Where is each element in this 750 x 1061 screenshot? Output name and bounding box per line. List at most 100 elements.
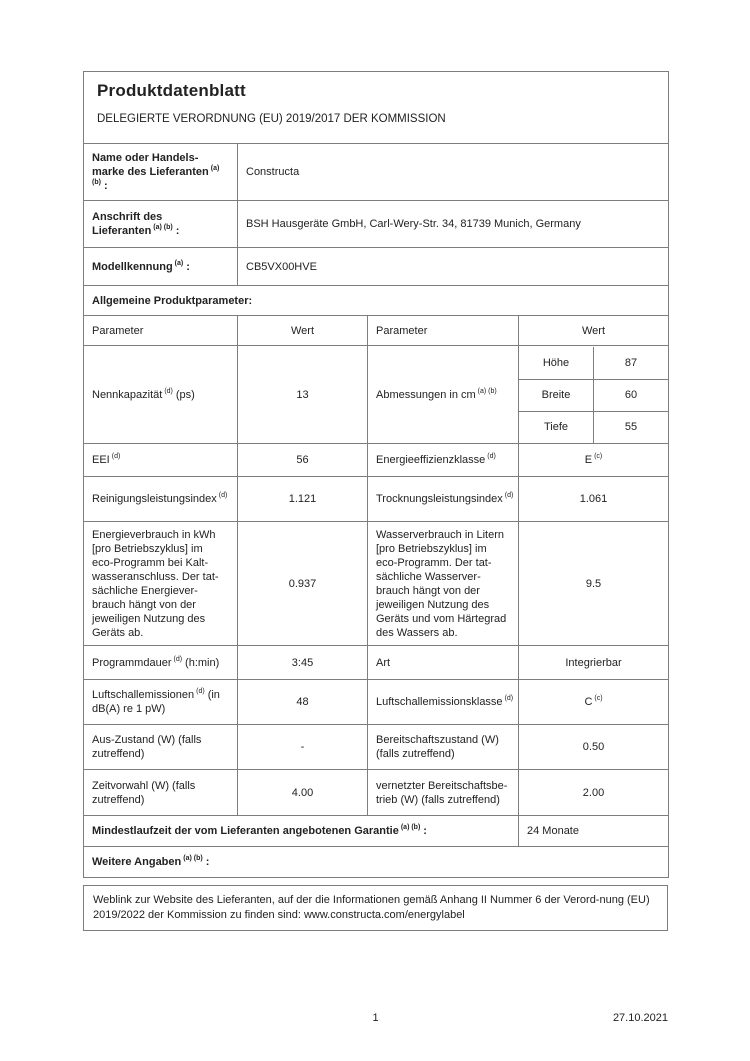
dimension-name: Breite [541, 389, 571, 401]
value-text: C [584, 696, 593, 708]
cleaning-index-value: 1.121 [237, 476, 368, 522]
header-parameter-1: Parameter [83, 315, 238, 346]
section-header-row: Allgemeine Produktparameter: [82, 285, 670, 316]
footnote-sup: (d) [504, 492, 514, 500]
delay-start-value: 4.00 [237, 769, 368, 816]
label-text: Modellkennung [92, 260, 173, 273]
dimension-value: 60 [593, 379, 668, 411]
supplier-name-value: Constructa [236, 143, 670, 201]
cleaning-index-label: Reinigungsleistungsindex (d) [83, 476, 238, 522]
footnote-sup: (d) [164, 387, 173, 395]
product-datasheet: Produktdatenblatt DELEGIERTE VERORDNUNG … [82, 71, 670, 931]
dimensions-subtable: Höhe 87 Breite 60 Tiefe 55 [519, 346, 669, 443]
label-colon: : [186, 260, 190, 273]
cleaning-drying-row: Reinigungsleistungsindex (d) 1.121 Trockn… [83, 476, 670, 522]
dimension-row-breite: Breite 60 [519, 378, 669, 411]
supplier-address-value: BSH Hausgeräte GmbH, Carl-Wery-Str. 34, … [236, 200, 670, 248]
page-number: 1 [372, 1012, 379, 1024]
off-mode-value: - [237, 724, 368, 770]
dimensions-label: Abmessungen in cm (a) (b) [367, 345, 519, 444]
footnote-sup: (c) [594, 695, 603, 703]
capacity-label: Nennkapazität (d) (ps) [83, 345, 238, 444]
drying-index-label: Trocknungsleistungsindex (d) [367, 476, 519, 522]
title-cell: Produktdatenblatt DELEGIERTE VERORDNUNG … [82, 71, 670, 144]
off-mode-label: Aus-Zustand (W) (falls zutreffend) [83, 724, 238, 770]
standby-label: Bereitschaftszustand (W) (falls zutreffe… [367, 724, 519, 770]
dimensions-values-cell: Höhe 87 Breite 60 Tiefe 55 [517, 345, 670, 444]
label-text: Programmdauer [92, 656, 172, 669]
dimension-value: 55 [593, 411, 668, 443]
noise-label: Luftschallemissionen (d) (in dB(A) re 1 pW… [83, 679, 238, 725]
duration-value: 3:45 [237, 645, 368, 680]
noise-value: 48 [237, 679, 368, 725]
water-consumption-label: Wasserverbrauch in Litern [pro Betriebsz… [367, 521, 519, 646]
consumption-row: Energieverbrauch in kWh [pro Betriebszyk… [83, 521, 670, 646]
footer-date: 27.10.2021 [612, 1012, 668, 1024]
footnote-sup: (d) [218, 492, 228, 500]
label-text: Trocknungsleistungsindex [376, 493, 503, 505]
label-suffix: (in dB(A) re 1 pW) [92, 689, 220, 715]
footnote-sup: (c) [594, 453, 603, 461]
dimension-row-hoehe: Höhe 87 [519, 346, 668, 379]
noise-class-label: Luftschallemissionsklasse (d) [367, 679, 519, 725]
dimension-name: Höhe [542, 356, 570, 369]
energy-class-label: Energieeffizienzklasse (d) [367, 443, 519, 477]
label-colon: : [175, 225, 180, 237]
warranty-value: 24 Monate [517, 815, 670, 847]
footnote-sup: (d) [487, 453, 496, 461]
label-text: Luftschallemissionen [92, 689, 195, 701]
header-wert-1: Wert [237, 315, 368, 346]
regulation-subtitle: DELEGIERTE VERORDNUNG (EU) 2019/2017 DER… [97, 113, 446, 125]
eei-value: 56 [237, 443, 368, 477]
model-label: Modellkennung (a): [83, 247, 238, 286]
water-consumption-value: 9.5 [517, 521, 670, 646]
energy-consumption-label: Energieverbrauch in kWh [pro Betriebszyk… [83, 521, 238, 646]
label-text: Weitere Angaben [92, 856, 182, 868]
label-suffix: (h:min) [185, 656, 220, 669]
duration-type-row: Programmdauer (d) (h:min) 3:45 Art Integri… [83, 645, 670, 680]
label-text: Reinigungsleistungsindex [92, 493, 217, 505]
energy-consumption-value: 0.937 [237, 521, 368, 646]
off-standby-row: Aus-Zustand (W) (falls zutreffend) - Ber… [83, 724, 670, 770]
label-colon: : [103, 180, 108, 192]
duration-label: Programmdauer (d) (h:min) [83, 645, 238, 680]
noise-row: Luftschallemissionen (d) (in dB(A) re 1 pW… [83, 679, 670, 725]
eei-label: EEI (d) [83, 443, 238, 477]
label-text: Abmessungen in cm [376, 388, 476, 401]
dimension-value: 87 [593, 346, 668, 379]
footnote-sup: (d) [196, 688, 205, 696]
networked-standby-label: vernetzter Bereitschaftsbe-trieb (W) (fa… [367, 769, 519, 816]
label-colon: : [205, 856, 210, 868]
datasheet-table: Produktdatenblatt DELEGIERTE VERORDNUNG … [82, 71, 670, 878]
column-header-row: Parameter Wert Parameter Wert [83, 315, 670, 346]
footnote-sup: (d) [173, 655, 183, 663]
section-title: Allgemeine Produktparameter: [82, 285, 670, 316]
label-colon: : [423, 825, 427, 837]
supplier-name-row: Name oder Handels- marke des Lieferanten… [83, 143, 670, 201]
footnote-sup: (a) (b) [400, 824, 421, 832]
warranty-label: Mindestlaufzeit der vom Lieferanten ange… [83, 815, 519, 847]
footnote-sup: (d) [111, 453, 121, 461]
weblink-note: Weblink zur Website des Lieferanten, auf… [83, 885, 668, 931]
capacity-value: 13 [237, 345, 368, 444]
delay-networked-row: Zeitvorwahl (W) (falls zutreffend) 4.00 … [83, 769, 670, 816]
type-label: Art [367, 645, 519, 680]
delay-start-label: Zeitvorwahl (W) (falls zutreffend) [83, 769, 238, 816]
supplier-address-label: Anschrift des Lieferanten (a) (b): [83, 200, 238, 248]
dimension-name: Tiefe [543, 421, 569, 433]
label-text: Name oder Handels- marke des Lieferanten [92, 152, 209, 178]
label-text: Anschrift des Lieferanten [92, 211, 163, 237]
supplier-address-row: Anschrift des Lieferanten (a) (b): BSH Ha… [83, 200, 670, 248]
footnote-sup: (d) [504, 695, 514, 703]
header-parameter-2: Parameter [367, 315, 519, 346]
capacity-dimensions-row: Nennkapazität (d) (ps) 13 Abmessungen in c… [83, 345, 670, 444]
further-info-row: Weitere Angaben (a) (b): [82, 846, 670, 878]
footnote-sup: (a) (b) [183, 855, 203, 863]
noise-class-value: C (c) [517, 679, 670, 725]
model-value: CB5VX00HVE [236, 247, 670, 286]
page-title: Produktdatenblatt [97, 81, 246, 100]
footnote-sup: (a) (b) [477, 387, 497, 395]
label-text: Mindestlaufzeit der vom Lieferanten ange… [92, 825, 399, 837]
footnote-sup: (a) (b) [92, 165, 220, 187]
drying-index-value: 1.061 [517, 476, 670, 522]
